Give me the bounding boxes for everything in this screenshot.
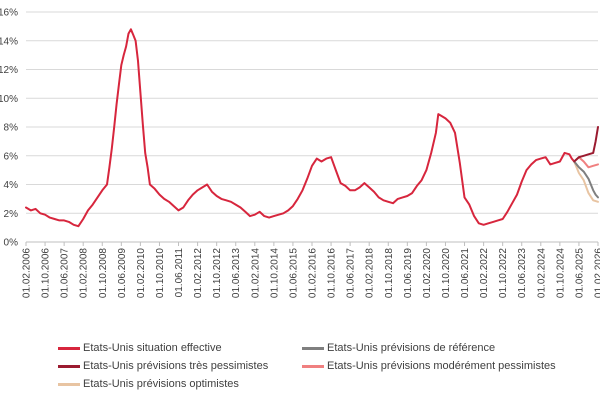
x-tick-label: 01.06.2019	[403, 248, 414, 298]
legend-label: Etats-Unis situation effective	[83, 342, 222, 354]
x-tick-label: 01.02.2026	[594, 248, 600, 298]
y-tick-label: 6%	[4, 151, 19, 162]
legend-item-previsions-optimistes: Etats-Unis prévisions optimistes	[58, 378, 239, 390]
y-tick-label: 2%	[4, 209, 19, 220]
line-chart: 0% 2% 4% 6% 8% 10% 12% 14% 16% 01.02.2006 01.10.2…	[0, 8, 600, 299]
x-tick-label: 01.06.2013	[231, 248, 242, 298]
legend-item-situation-effective: Etats-Unis situation effective	[58, 342, 222, 354]
x-tick-label: 01.10.2020	[441, 248, 452, 298]
x-tick-label: 01.06.2007	[60, 248, 71, 298]
x-tick-label: 01.06.2011	[174, 248, 185, 298]
series-previsions-optimistes	[573, 160, 599, 203]
y-axis-ticks: 0% 2% 4% 6% 8% 10% 12% 14% 16%	[0, 8, 18, 249]
y-tick-label: 10%	[0, 94, 18, 105]
x-tick-label: 01.10.2012	[212, 248, 223, 298]
x-tick-label: 01.02.2020	[422, 248, 433, 298]
x-tick-label: 01.10.2010	[155, 248, 166, 298]
y-tick-label: 14%	[0, 36, 18, 47]
legend: Etats-Unis situation effective Etats-Uni…	[0, 338, 600, 398]
x-tick-label: 01.10.2024	[555, 248, 566, 298]
legend-label: Etats-Unis prévisions modérément pessimi…	[327, 360, 556, 372]
y-tick-label: 0%	[4, 238, 19, 249]
series-situation-effective	[25, 28, 576, 228]
x-tick-label: 01.02.2012	[193, 248, 204, 298]
x-tick-label: 01.02.2010	[136, 248, 147, 298]
x-tick-label: 01.10.2022	[498, 248, 509, 298]
x-tick-label: 01.02.2006	[22, 248, 33, 298]
x-tick-label: 01.02.2024	[536, 248, 547, 298]
legend-label: Etats-Unis prévisions de référence	[327, 342, 496, 354]
x-tick-label: 01.06.2021	[460, 248, 471, 298]
legend-label: Etats-Unis prévisions très pessimistes	[83, 360, 269, 372]
series-previsions-tres-pessimistes	[573, 126, 599, 163]
x-tick-label: 01.02.2022	[479, 248, 490, 298]
y-tick-label: 4%	[4, 180, 19, 191]
gridlines	[26, 11, 598, 243]
x-tick-label: 01.02.2016	[308, 248, 319, 298]
x-tick-label: 01.06.2015	[288, 248, 299, 298]
x-tick-label: 01.02.2014	[250, 248, 261, 298]
series-lines	[25, 28, 599, 228]
y-tick-label: 16%	[0, 8, 18, 19]
series-previsions-reference	[573, 160, 599, 199]
y-tick-label: 8%	[4, 123, 19, 134]
legend-swatch	[58, 346, 80, 350]
x-tick-label: 01.10.2014	[269, 248, 280, 298]
legend-swatch	[58, 382, 80, 386]
legend-item-previsions-reference: Etats-Unis prévisions de référence	[302, 342, 495, 354]
x-tick-label: 01.06.2009	[117, 248, 128, 298]
x-axis-ticks: 01.02.2006 01.10.2006 01.06.2007 01.02.2008…	[22, 242, 600, 298]
x-tick-label: 01.10.2006	[41, 248, 52, 298]
x-tick-label: 01.02.2018	[365, 248, 376, 298]
legend-swatch	[302, 364, 324, 368]
y-tick-label: 12%	[0, 65, 18, 76]
legend-item-previsions-tres-pessimistes: Etats-Unis prévisions très pessimistes	[58, 360, 268, 372]
x-tick-label: 01.06.2017	[346, 248, 357, 298]
legend-swatch	[302, 346, 324, 350]
x-tick-label: 01.10.2008	[98, 248, 109, 298]
legend-label: Etats-Unis prévisions optimistes	[83, 378, 239, 390]
legend-swatch	[58, 364, 80, 368]
x-tick-label: 01.06.2023	[517, 248, 528, 298]
legend-item-previsions-moderement-pessimistes: Etats-Unis prévisions modérément pessimi…	[302, 360, 556, 372]
x-tick-label: 01.10.2016	[327, 248, 338, 298]
x-tick-label: 01.06.2025	[574, 248, 585, 298]
x-tick-label: 01.02.2008	[79, 248, 90, 298]
x-tick-label: 01.10.2018	[384, 248, 395, 298]
